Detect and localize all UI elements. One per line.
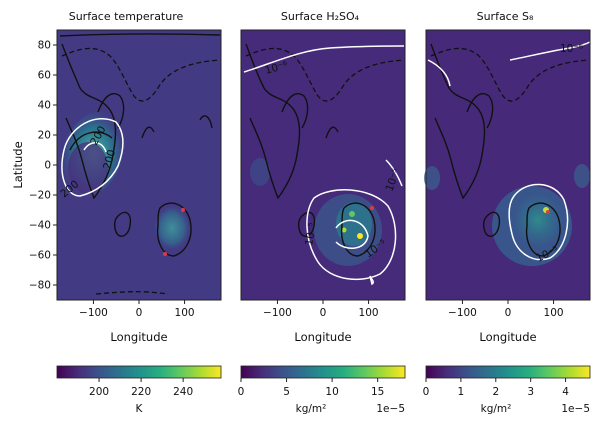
colorbar-tick-label: 15 (371, 386, 384, 398)
y-tick-label: 0 (44, 160, 51, 172)
y-tick-label: −60 (29, 250, 51, 262)
coastlines (430, 43, 561, 257)
hotspot-marker (163, 252, 167, 256)
colorbar-tick-label: 200 (89, 386, 109, 398)
colorbar-label: kg/m² (481, 403, 512, 415)
contour-label: 200 (101, 148, 118, 170)
hotspot-marker (181, 208, 185, 212)
colorbar-tick-label: 240 (173, 386, 193, 398)
x-axis-label: Longitude (294, 330, 351, 344)
contour-label: 10⁻⁶ (560, 43, 583, 55)
concentration-contours (427, 41, 591, 261)
colorbar-1 (240, 365, 406, 379)
panel-title: Surface temperature (69, 10, 184, 23)
colorbar-label: kg/m² (296, 403, 327, 415)
y-tick-label: −80 (29, 280, 51, 292)
colorbar-0 (56, 365, 222, 379)
ticks: −100 0 100 (448, 300, 564, 319)
y-tick-label: 20 (38, 130, 51, 142)
y-tick-label: 40 (38, 100, 51, 112)
panel-title: Surface H₂SO₄ (281, 10, 360, 23)
contour-label: 10⁻⁵ (303, 222, 319, 247)
panel-surface-h2so4: Surface H₂SO₄ 10⁻⁶ 10⁻⁵ (240, 10, 406, 344)
y-tick-label: 60 (38, 70, 51, 82)
panel-surface-temperature: Surface temperature 200 200 200 (11, 10, 222, 344)
colorbar-tick-label: 0 (423, 386, 430, 398)
colorbar-tick-label: 2 (492, 386, 499, 398)
colorbars: 200 220 240 K 0 5 10 15 kg/m² 1e−5 0 1 2 3 4 kg/m² 1e−5 (56, 365, 591, 415)
x-tick-label: 0 (505, 307, 512, 319)
colorbar-2 (425, 365, 591, 379)
x-axis-label: Longitude (479, 330, 536, 344)
colorbar-tick-label: 220 (131, 386, 151, 398)
colorbar-label: K (136, 403, 144, 415)
plot-background (426, 30, 590, 300)
x-tick-label: 0 (136, 307, 143, 319)
coastlines (59, 33, 221, 257)
concentration-contours (243, 45, 405, 286)
colorbar-tick-label: 1 (458, 386, 465, 398)
colorbar-tick-label: 4 (562, 386, 569, 398)
x-tick-label: −100 (79, 307, 108, 319)
colorbar-tick-label: 5 (283, 386, 290, 398)
colorbar-tick-label: 3 (527, 386, 534, 398)
y-tick-label: 80 (38, 40, 51, 52)
panel-surface-s8: Surface S₈ 10⁻⁶ 10⁻⁵ −100 0 100 Longitud (424, 10, 591, 344)
x-tick-label: 100 (359, 307, 379, 319)
temperature-contours (61, 117, 124, 197)
hotspot-marker (546, 210, 550, 214)
x-tick-label: 0 (320, 307, 327, 319)
colorbar-tick-label: 10 (325, 386, 338, 398)
colorbar-tick-label: 0 (238, 386, 245, 398)
dashed-contours (61, 47, 221, 295)
y-tick-label: −20 (29, 190, 51, 202)
dashed-contours (430, 47, 590, 102)
panel-title: Surface S₈ (477, 10, 534, 23)
contour-label: 10⁻⁶ (264, 59, 289, 77)
heat-field (59, 108, 190, 250)
dashed-contours (245, 47, 405, 102)
ticks: −100 0 100 (263, 300, 379, 319)
x-tick-label: 100 (544, 307, 564, 319)
x-axis-label: Longitude (110, 330, 167, 344)
hotspot-marker (370, 206, 374, 210)
colorbar-exponent: 1e−5 (376, 403, 405, 415)
y-tick-label: −40 (29, 220, 51, 232)
x-tick-label: −100 (448, 307, 477, 319)
x-tick-label: −100 (263, 307, 292, 319)
x-tick-label: 100 (175, 307, 195, 319)
y-axis-label: Latitude (11, 141, 25, 188)
concentration-field (250, 158, 382, 266)
colorbar-exponent: 1e−5 (561, 403, 590, 415)
